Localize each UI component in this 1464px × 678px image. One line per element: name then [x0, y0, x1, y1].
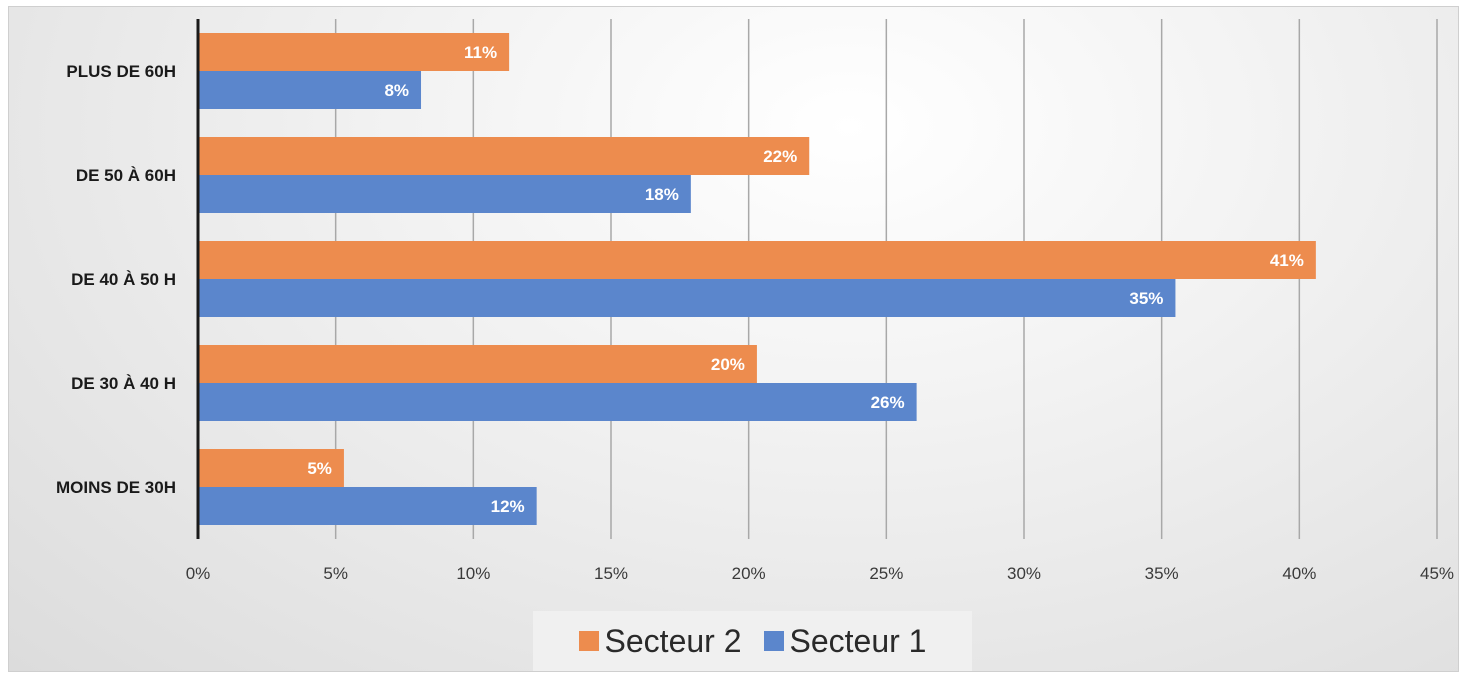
- x-tick-label: 0%: [186, 564, 211, 583]
- data-label: 18%: [645, 185, 679, 204]
- legend-item-series-1: Secteur 1: [763, 622, 927, 660]
- category-label: MOINS DE 30H: [56, 478, 176, 497]
- x-tick-label: 20%: [732, 564, 766, 583]
- data-label: 12%: [491, 497, 525, 516]
- x-tick-label: 15%: [594, 564, 628, 583]
- data-label: 20%: [711, 355, 745, 374]
- data-label: 22%: [763, 147, 797, 166]
- x-tick-label: 10%: [456, 564, 490, 583]
- data-label: 41%: [1270, 251, 1304, 270]
- x-tick-label: 25%: [869, 564, 903, 583]
- data-label: 35%: [1129, 289, 1163, 308]
- legend-swatch-series-2: [578, 631, 599, 651]
- x-tick-label: 45%: [1420, 564, 1454, 583]
- x-tick-label: 30%: [1007, 564, 1041, 583]
- bar-secteur-1: [198, 487, 537, 525]
- data-label: 5%: [307, 459, 332, 478]
- bar-secteur-2: [198, 449, 344, 487]
- legend-label-series-1: Secteur 1: [789, 622, 927, 659]
- data-label: 26%: [871, 393, 905, 412]
- bar-secteur-2: [198, 33, 510, 71]
- legend: Secteur 2 Secteur 1: [533, 611, 972, 671]
- bar-secteur-1: [198, 175, 691, 213]
- legend-item-series-2: Secteur 2: [578, 622, 742, 660]
- category-label: DE 30 À 40 H: [71, 374, 176, 393]
- bar-secteur-2: [198, 345, 757, 383]
- bar-chart: 11% 8% 22% 18% 41% 35% 20% 26% 5% 12% PLUS DE 60H…: [56, 19, 1454, 583]
- x-tick-label: 5%: [323, 564, 348, 583]
- x-tick-label: 40%: [1282, 564, 1316, 583]
- bar-secteur-2: [198, 241, 1316, 279]
- bar-secteur-1: [198, 383, 917, 421]
- category-label: DE 50 À 60H: [76, 166, 176, 185]
- data-label: 11%: [464, 43, 497, 62]
- legend-swatch-series-1: [763, 631, 784, 651]
- x-tick-label: 35%: [1145, 564, 1179, 583]
- bar-secteur-2: [198, 137, 810, 175]
- legend-label-series-2: Secteur 2: [604, 622, 742, 659]
- category-label: DE 40 À 50 H: [71, 270, 176, 289]
- data-label: 8%: [384, 81, 409, 100]
- chart-area: 11% 8% 22% 18% 41% 35% 20% 26% 5% 12% PLUS DE 60H…: [8, 6, 1459, 672]
- bar-secteur-1: [198, 279, 1176, 317]
- category-label: PLUS DE 60H: [66, 62, 176, 81]
- bar-secteur-1: [198, 71, 422, 109]
